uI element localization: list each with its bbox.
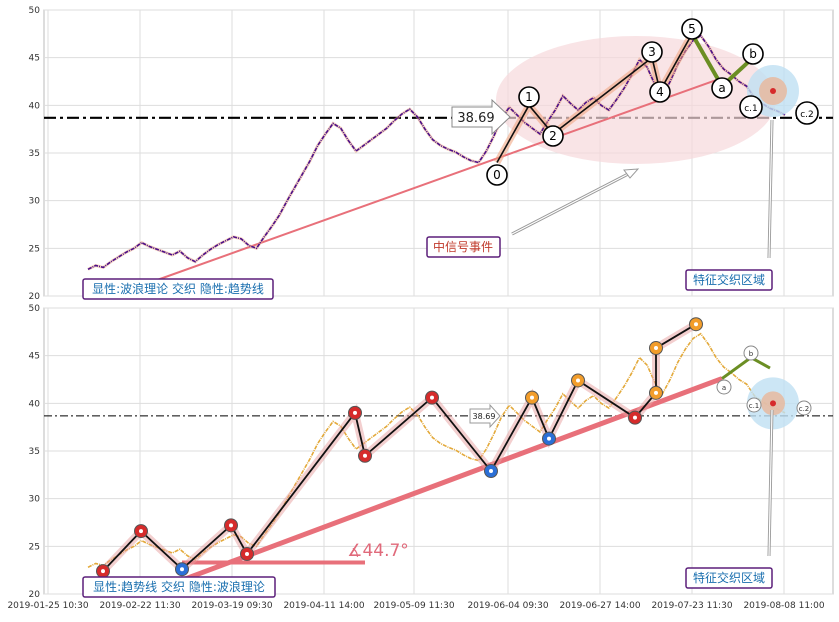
small-wave-marker	[716, 379, 732, 395]
wave-impulse-line	[496, 33, 693, 163]
y-tick-label: 40	[29, 101, 41, 111]
signal-marker-dot	[180, 567, 184, 572]
signal-marker-dot	[654, 390, 658, 395]
legend-label-box-bottom	[82, 576, 276, 598]
wave-label-marker	[739, 95, 763, 119]
y-tick-label: 40	[29, 399, 41, 409]
y-tick-label: 20	[29, 292, 41, 302]
wave-label-text: b	[749, 47, 757, 61]
event-arrow-core	[511, 171, 633, 235]
y-tick-label: 50	[29, 6, 41, 16]
zone-label: 特征交织区域	[693, 272, 765, 287]
signal-zone-ellipse	[496, 36, 776, 164]
trend-angle-label: ∡44.7°	[347, 541, 409, 561]
wave-label-text: c.2	[800, 110, 814, 120]
signal-marker-dot	[353, 410, 357, 415]
signal-marker-dot	[576, 378, 580, 383]
wave-label-text: 0	[493, 168, 501, 182]
signal-marker-dot	[139, 529, 143, 534]
signal-marker-dot	[101, 569, 105, 574]
y-tick-label: 20	[29, 590, 41, 600]
event-label: 中信号事件	[433, 239, 493, 254]
signal-marker-dot	[363, 453, 367, 458]
x-tick-label: 2019-02-22 11:30	[99, 601, 180, 611]
y-tick-label: 45	[29, 54, 40, 64]
reference-callout-bottom	[469, 403, 501, 429]
signal-marker-dot	[694, 322, 698, 327]
small-wave-marker	[743, 345, 759, 361]
zone-arrow-core	[768, 119, 773, 259]
wave-label-marker	[486, 164, 508, 186]
signal-marker-dot	[229, 523, 233, 528]
event-arrow-head	[623, 168, 640, 179]
wave-label-marker	[542, 125, 564, 147]
zone-label-bottom: 特征交织区域	[693, 570, 765, 585]
wave-label-text: 2	[549, 129, 557, 143]
reference-callout	[451, 98, 511, 136]
wave-label-marker	[795, 101, 819, 125]
wave-label-text: 3	[648, 45, 656, 59]
wave-label-marker	[641, 41, 663, 63]
small-wave-label: b	[749, 350, 754, 358]
y-tick-label: 35	[29, 447, 40, 457]
x-tick-label: 2019-04-11 14:00	[283, 601, 364, 611]
reference-value-label: 38.69	[457, 111, 494, 126]
legend-label-box	[82, 278, 274, 300]
legend-label-bottom: 显性:趋势线 交织 隐性:波浪理论	[93, 579, 265, 594]
zone-label-box	[685, 269, 773, 291]
wave-label-marker	[518, 86, 540, 108]
small-wave-label: a	[722, 384, 726, 392]
price-series	[87, 34, 786, 271]
y-tick-label: 25	[29, 244, 40, 254]
x-tick-label: 2019-01-25 10:30	[7, 601, 88, 611]
signal-marker-dot	[633, 415, 637, 420]
wave-label-text: c.1	[744, 104, 758, 114]
small-wave-label: c.2	[799, 405, 810, 413]
wave-label-text: 1	[525, 90, 533, 104]
x-tick-label: 2019-07-23 11:30	[651, 601, 732, 611]
y-tick-label: 45	[29, 352, 40, 362]
wave-label-marker	[681, 18, 703, 40]
signal-marker-dot	[530, 395, 534, 400]
y-tick-label: 50	[29, 304, 41, 314]
legend-label: 显性:波浪理论 交织 隐性:趋势线	[92, 281, 264, 296]
wave-label-marker	[649, 81, 671, 103]
zone-arrow-core-bottom	[768, 409, 773, 557]
x-tick-label: 2019-06-04 09:30	[467, 601, 548, 611]
y-tick-label: 35	[29, 149, 40, 159]
signal-marker-dot	[547, 436, 551, 441]
y-tick-label: 30	[29, 197, 41, 207]
wave-label-marker	[711, 77, 733, 99]
feature-zone-dot	[770, 88, 776, 95]
signal-marker-dot	[654, 346, 658, 351]
event-label-box	[426, 236, 501, 258]
signal-marker-dot	[245, 551, 249, 556]
signal-marker-dot	[430, 395, 434, 400]
small-wave-label: c.1	[749, 402, 760, 410]
x-tick-label: 2019-06-27 14:00	[559, 601, 640, 611]
small-wave-marker	[746, 397, 762, 413]
zigzag-line	[102, 323, 697, 572]
y-tick-label: 30	[29, 495, 41, 505]
wave-label-text: a	[718, 81, 725, 95]
reference-value-label-bottom: 38.69	[473, 412, 496, 421]
x-tick-label: 2019-05-09 11:30	[373, 601, 454, 611]
wave-label-marker	[742, 43, 764, 65]
signal-marker-dot	[489, 469, 493, 474]
y-tick-label: 25	[29, 542, 40, 552]
feature-zone-dot-bottom	[770, 400, 776, 407]
zone-label-box-bottom	[685, 567, 773, 589]
wave-label-text: 4	[656, 85, 664, 99]
small-wave-marker	[796, 400, 812, 416]
wave-label-text: 5	[688, 22, 696, 36]
x-tick-label: 2019-08-08 11:00	[743, 601, 824, 611]
x-tick-label: 2019-03-19 09:30	[191, 601, 272, 611]
